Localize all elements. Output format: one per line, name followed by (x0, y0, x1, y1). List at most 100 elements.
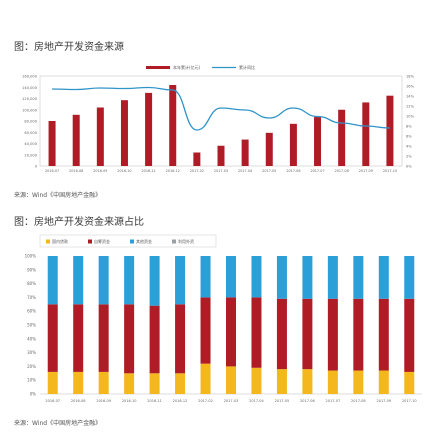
stack-segment (149, 256, 160, 306)
left-tick-label: 160,000 (22, 75, 38, 79)
x-tick-label: 2017-03 (214, 169, 228, 173)
stack-segment (73, 256, 84, 305)
bar (96, 107, 104, 166)
legend-label: 其他资金 (136, 238, 152, 244)
stack-segment (149, 373, 160, 394)
stack-segment (98, 256, 109, 305)
x-tick-label: 2017-06 (300, 399, 315, 403)
x-tick-label: 2017-05 (275, 399, 290, 403)
x-tick-label: 2016-08 (69, 169, 83, 173)
legend-label: 国内贷款 (52, 238, 68, 244)
y-tick-label: 100% (25, 254, 37, 259)
chart1-title: 图：房地产开发资金来源 (14, 42, 124, 53)
y-tick-label: 0% (30, 392, 37, 397)
left-tick-label: 120,000 (22, 97, 38, 101)
stack-segment (276, 256, 287, 299)
y-tick-label: 90% (27, 267, 36, 272)
bar (48, 121, 56, 166)
x-tick-label: 2017-02 (190, 169, 204, 173)
stack-segment (353, 256, 364, 299)
x-tick-label: 2017-05 (262, 169, 276, 173)
right-tick-label: 18% (406, 75, 415, 79)
x-tick-label: 2016-09 (93, 169, 107, 173)
stack-segment (302, 369, 313, 394)
stack-segment (200, 256, 211, 298)
stack-segment (404, 371, 415, 394)
bar (241, 139, 249, 166)
stack-segment (47, 304, 58, 372)
legend-swatch (172, 239, 176, 244)
stack-segment (327, 298, 338, 371)
stack-segment (378, 256, 389, 299)
left-tick-label: 0 (35, 165, 38, 169)
stack-segment (175, 304, 186, 374)
right-tick-label: 4% (406, 145, 412, 149)
bar (217, 145, 225, 166)
stack-segment (200, 297, 211, 364)
bar (72, 114, 80, 166)
stack-segment (124, 304, 135, 374)
x-tick-label: 2016-10 (122, 399, 137, 403)
x-tick-label: 2016-11 (142, 169, 156, 173)
bar (338, 109, 346, 166)
stack-segment (378, 298, 389, 371)
right-tick-label: 14% (406, 95, 415, 99)
chart1-source: 来源：Wind《中国房地产金融》 (14, 192, 102, 199)
bar (145, 92, 153, 166)
legend-box (39, 234, 217, 248)
legend-swatch-bar (146, 66, 170, 69)
right-tick-label: 6% (406, 135, 412, 139)
chart2-source: 来源：Wind《中国房地产金融》 (14, 420, 102, 427)
left-tick-label: 40,000 (24, 142, 37, 146)
bar (289, 123, 297, 166)
x-tick-label: 2017-04 (249, 399, 264, 403)
stack-segment (47, 371, 58, 394)
stack-segment (302, 256, 313, 299)
y-tick-label: 70% (27, 295, 36, 300)
stack-segment (98, 371, 109, 394)
left-tick-label: 100,000 (22, 108, 38, 112)
legend-label-line: 累计同比 (239, 64, 255, 70)
x-tick-label: 2017-07 (310, 169, 324, 173)
x-tick-label: 2016-12 (173, 399, 188, 403)
stack-segment (251, 367, 262, 394)
right-tick-label: 0% (406, 165, 412, 169)
y-tick-label: 60% (27, 309, 36, 314)
x-tick-label: 2017-04 (238, 169, 252, 173)
left-tick-label: 20,000 (24, 153, 37, 157)
right-tick-label: 2% (406, 155, 412, 159)
x-tick-label: 2016-08 (71, 399, 86, 403)
x-tick-label: 2017-09 (376, 399, 391, 403)
stack-segment (73, 304, 84, 372)
left-tick-label: 60,000 (24, 131, 37, 135)
x-tick-label: 2016-12 (166, 169, 180, 173)
legend-label-bar: 本年累计(亿元) (173, 64, 201, 70)
stack-segment (73, 371, 84, 394)
growth-line (52, 86, 390, 131)
stack-segment (226, 256, 236, 298)
x-tick-label: 2017-08 (335, 169, 349, 173)
right-tick-label: 10% (406, 115, 415, 119)
right-tick-label: 16% (406, 85, 415, 89)
right-tick-label: 8% (406, 125, 412, 129)
legend-swatch (130, 239, 134, 244)
bar (362, 102, 370, 166)
legend-label: 利用外资 (178, 238, 194, 244)
x-tick-label: 2017-08 (351, 399, 366, 403)
x-tick-label: 2016-07 (45, 399, 60, 403)
stack-segment (251, 297, 262, 368)
x-tick-label: 2017-10 (402, 399, 417, 403)
y-tick-label: 40% (27, 336, 36, 341)
bar (386, 95, 394, 166)
stack-segment (226, 297, 236, 367)
x-tick-label: 2016-11 (147, 399, 162, 403)
x-tick-label: 2017-10 (383, 169, 397, 173)
stack-segment (327, 256, 338, 299)
stack-segment (353, 298, 364, 371)
stack-segment (124, 373, 135, 394)
legend-swatch (88, 239, 92, 244)
stack-segment (353, 370, 364, 394)
x-tick-label: 2016-07 (45, 169, 59, 173)
left-tick-label: 140,000 (22, 86, 38, 90)
funding-share-chart: 0% 10% 20% 30% 40% 50% 60% 70% 80% 90% 100% 2016-07… (25, 234, 422, 403)
